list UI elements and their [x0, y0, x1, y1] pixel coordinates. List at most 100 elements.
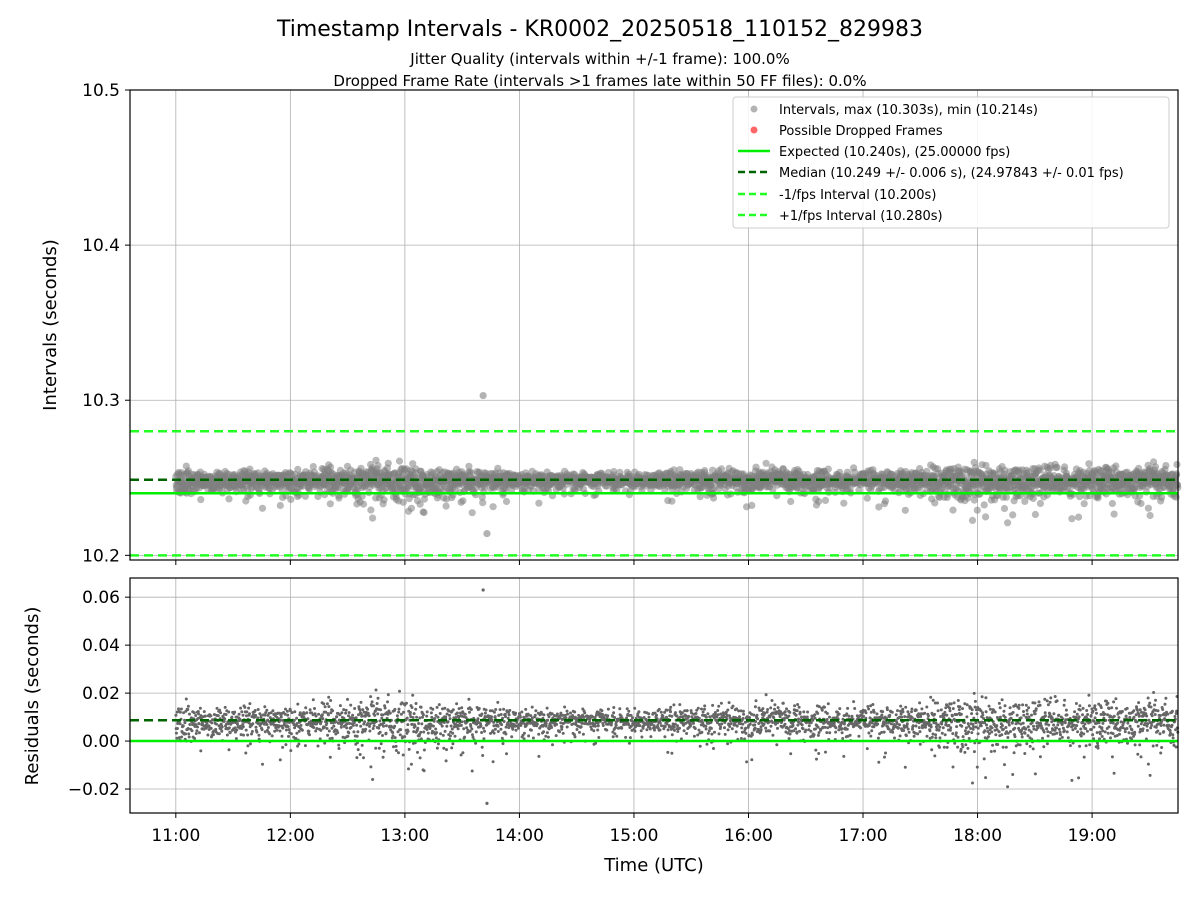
- interval-point: [459, 497, 467, 505]
- interval-point: [467, 469, 475, 477]
- residual-point: [742, 712, 746, 716]
- residual-point: [711, 703, 715, 707]
- residual-point: [687, 714, 691, 718]
- residual-point: [491, 760, 495, 764]
- residual-point: [422, 730, 426, 734]
- residual-point: [379, 708, 382, 712]
- interval-point: [380, 496, 388, 504]
- residual-point: [351, 713, 355, 717]
- residual-point: [696, 706, 700, 710]
- residual-point: [437, 703, 441, 707]
- residual-point: [340, 711, 344, 715]
- residual-point: [451, 708, 455, 712]
- residual-point: [542, 730, 546, 734]
- residuals-points: [174, 588, 1180, 806]
- residual-point: [764, 693, 768, 697]
- residual-point: [496, 730, 500, 733]
- residual-point: [729, 722, 733, 726]
- residual-point: [248, 712, 251, 716]
- interval-point: [197, 496, 205, 504]
- residual-point: [719, 701, 723, 705]
- interval-point: [1080, 500, 1088, 508]
- residual-point: [344, 708, 348, 712]
- interval-point: [1053, 463, 1061, 471]
- residual-point: [685, 709, 689, 713]
- residual-point: [260, 728, 264, 732]
- residual-point: [530, 705, 534, 709]
- residual-point: [764, 726, 768, 730]
- residual-point: [690, 715, 694, 719]
- residual-point: [433, 717, 437, 720]
- residual-point: [251, 722, 255, 726]
- interval-point: [709, 494, 718, 502]
- residual-point: [490, 715, 493, 719]
- residual-point: [397, 710, 401, 714]
- residual-point: [246, 744, 250, 748]
- residual-point: [674, 711, 677, 715]
- residual-point: [278, 729, 282, 733]
- residual-point: [633, 706, 637, 710]
- residual-point: [504, 715, 507, 719]
- interval-point: [1151, 463, 1160, 471]
- interval-point: [668, 497, 676, 505]
- residual-point: [371, 727, 375, 730]
- interval-point: [1009, 511, 1017, 519]
- residual-point: [700, 718, 704, 722]
- residual-point: [613, 716, 617, 719]
- residual-point: [700, 730, 704, 734]
- residual-point: [421, 713, 425, 717]
- residual-point: [415, 715, 419, 719]
- residual-point: [327, 695, 331, 699]
- residual-point: [414, 707, 418, 711]
- interval-point: [949, 506, 957, 514]
- residual-point: [467, 697, 471, 701]
- residual-point: [284, 728, 288, 732]
- residual-point: [278, 758, 282, 762]
- residual-point: [196, 725, 199, 729]
- residual-point: [561, 731, 565, 735]
- residual-point: [689, 723, 693, 727]
- legend-label-intervals: Intervals, max (10.303s), min (10.214s): [779, 103, 1038, 118]
- residual-point: [500, 723, 504, 727]
- residual-point: [346, 697, 349, 701]
- residual-point: [676, 724, 679, 728]
- interval-point: [1110, 510, 1118, 518]
- residual-point: [663, 725, 667, 729]
- chart-title: Timestamp Intervals - KR0002_20250518_11…: [276, 17, 923, 42]
- residuals-grid: [130, 578, 1178, 813]
- residual-point: [700, 707, 703, 711]
- residual-point: [209, 714, 213, 718]
- residual-point: [735, 724, 739, 728]
- residual-point: [529, 728, 533, 732]
- residual-point: [369, 695, 373, 699]
- residual-point: [710, 732, 714, 736]
- residual-point: [434, 727, 438, 731]
- residual-point: [692, 721, 695, 725]
- residual-point: [279, 718, 283, 722]
- residual-point: [676, 730, 680, 733]
- residual-point: [510, 735, 514, 739]
- residual-point: [748, 716, 752, 720]
- residual-point: [335, 715, 339, 719]
- interval-point: [1061, 463, 1069, 471]
- residual-point: [728, 725, 732, 728]
- residual-point: [499, 727, 503, 731]
- residual-point: [450, 746, 454, 750]
- residual-point: [672, 725, 676, 729]
- residual-point: [381, 755, 385, 759]
- residual-point: [477, 707, 481, 710]
- residual-point: [731, 704, 735, 708]
- residual-point: [463, 735, 467, 739]
- residual-point: [256, 708, 260, 711]
- residual-point: [352, 730, 356, 734]
- interval-point: [787, 497, 795, 506]
- interval-point: [294, 465, 302, 473]
- residual-point: [367, 714, 371, 718]
- residual-point: [631, 716, 634, 720]
- residual-point: [199, 749, 203, 753]
- residual-point: [713, 730, 716, 734]
- interval-point: [815, 497, 823, 505]
- residual-point: [413, 724, 417, 728]
- residual-point: [181, 724, 185, 728]
- residual-point: [740, 726, 744, 730]
